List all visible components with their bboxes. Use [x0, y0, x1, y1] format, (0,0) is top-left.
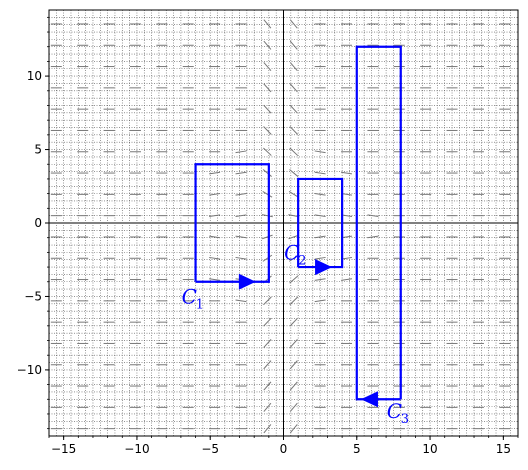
slope-dash	[263, 360, 272, 370]
slope-dash	[367, 214, 379, 217]
axes	[49, 10, 518, 436]
slope-dash	[263, 83, 272, 93]
tick-labels: −15 −10 −5 0 5 10 15 −10 −5 0 5 10	[17, 16, 519, 456]
slope-dash	[263, 317, 272, 327]
slope-dash	[263, 62, 272, 72]
slope-dash	[263, 424, 272, 434]
curve-label-c1: C	[182, 284, 197, 308]
slope-dash	[263, 40, 272, 50]
slope-dash	[289, 275, 299, 284]
slope-dash	[367, 235, 379, 239]
slope-dash	[263, 19, 272, 29]
x-tick-label: −10	[124, 442, 149, 456]
slope-dash	[235, 214, 247, 217]
y-tick-label: −5	[24, 289, 42, 303]
slope-dash	[263, 126, 272, 135]
slope-dash	[314, 171, 326, 175]
slope-dash	[262, 169, 272, 177]
slope-dash	[262, 191, 273, 198]
curve-label-c2: C	[284, 240, 299, 264]
slope-dash	[209, 171, 221, 175]
slope-dash	[314, 150, 326, 154]
slope-dash	[235, 235, 247, 239]
curve-label-sub-c2: 2	[298, 253, 306, 268]
slope-dash	[288, 191, 299, 198]
slope-dash	[314, 214, 326, 217]
slope-dash	[289, 126, 298, 135]
slope-dash	[209, 193, 221, 196]
slope-dash	[289, 83, 298, 93]
slope-dash	[261, 214, 273, 218]
slope-dash	[209, 256, 221, 260]
slope-dash	[289, 296, 299, 306]
slope-dash	[314, 299, 326, 303]
slope-dash	[314, 235, 326, 239]
y-tick-label: 10	[27, 69, 42, 83]
y-tick-label: 0	[34, 216, 42, 230]
slope-dash	[263, 402, 272, 412]
x-tick-label: 0	[280, 442, 288, 456]
slope-dash	[235, 171, 247, 175]
slope-dash	[289, 62, 298, 72]
slope-dash	[209, 235, 221, 239]
slope-field	[50, 19, 511, 434]
plot-frame	[48, 9, 519, 437]
slope-dash	[289, 339, 298, 348]
slope-dash	[235, 150, 247, 154]
slope-dash	[314, 256, 326, 260]
y-tick-label: 5	[34, 143, 42, 157]
slope-dash	[314, 193, 326, 196]
slope-dash	[288, 254, 299, 262]
curve-label-sub-c1: 1	[196, 297, 204, 312]
curves	[194, 45, 402, 408]
slope-dash	[341, 278, 353, 281]
slope-dash	[289, 104, 298, 114]
slope-dash	[289, 360, 298, 370]
x-tick-label: 10	[422, 442, 437, 456]
x-tick-label: 5	[353, 442, 361, 456]
slope-dash	[289, 317, 298, 327]
arrow-c1	[238, 273, 256, 290]
slope-dash	[209, 214, 221, 217]
x-tick-label: −15	[51, 442, 76, 456]
slope-dash	[289, 19, 298, 29]
slope-dash	[262, 254, 273, 262]
slope-dash	[289, 381, 298, 391]
y-tick-label: −10	[17, 363, 42, 377]
slope-dash	[263, 381, 272, 391]
x-tick-label: 15	[496, 442, 511, 456]
slope-dash	[289, 147, 299, 156]
arrow-c2	[315, 259, 333, 276]
slope-dash	[314, 278, 326, 281]
slope-dash	[341, 171, 353, 175]
curve-label-c3: C	[387, 399, 402, 423]
x-tick-label: −5	[201, 442, 219, 456]
slope-dash	[263, 147, 272, 156]
slope-dash	[289, 402, 298, 412]
arrow-c3	[360, 391, 378, 408]
slope-dash	[289, 424, 298, 434]
slope-dash	[262, 234, 273, 240]
slope-dash	[289, 40, 298, 50]
slope-dash	[235, 256, 247, 260]
slope-dash	[289, 169, 299, 177]
slope-dash	[235, 299, 247, 303]
slope-dash	[263, 339, 272, 348]
slope-dash	[263, 296, 272, 306]
curve-label-sub-c3: 3	[401, 412, 409, 427]
slope-dash	[235, 193, 247, 196]
slope-dash	[263, 104, 272, 114]
slope-dash	[209, 278, 221, 281]
